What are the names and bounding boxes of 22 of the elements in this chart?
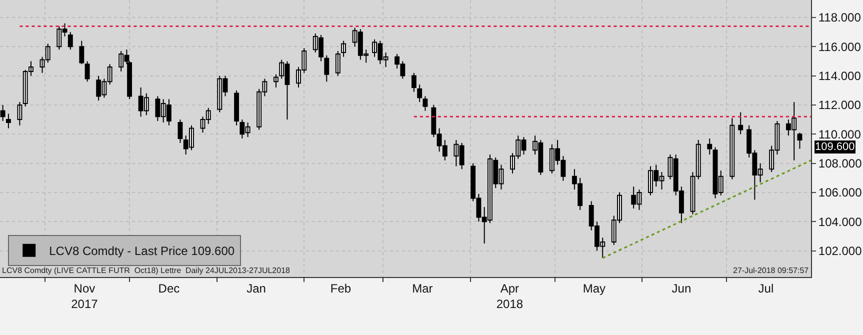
y-tick-label: 110.000 (818, 127, 862, 142)
annotation: 27-Jul-2018 09:57:57 (733, 266, 810, 275)
x-tick-label: Nov 2017 (71, 281, 98, 311)
x-tick-label: Feb (330, 281, 352, 296)
annotation: 109.600 (815, 141, 855, 153)
x-tick-label: Mar (412, 281, 433, 296)
legend-label: LCV8 Comdty - Last Price 109.600 (49, 244, 235, 258)
annotation: LCV8 Comdty (LIVE CATTLE FUTR Oct18) Lettre Daily 24JUL2013-27JUL2018 (2, 266, 291, 275)
y-tick-label: 118.000 (818, 10, 862, 25)
x-tick-label: Jan (246, 281, 266, 296)
x-tick-label: Jul (758, 281, 774, 296)
y-tick-label: 102.000 (818, 244, 862, 258)
x-tick-label: Dec (158, 281, 180, 296)
y-tick-label: 112.000 (818, 98, 862, 112)
y-tick-label: 114.000 (818, 69, 862, 84)
y-tick-label: 116.000 (818, 40, 862, 54)
x-tick-label: May (582, 281, 606, 296)
x-tick-label: Apr 2018 (496, 281, 524, 311)
y-tick-label: 108.000 (818, 156, 862, 170)
x-tick-label: Jun (672, 281, 692, 296)
y-tick-label: 104.000 (818, 214, 862, 229)
y-tick-label: 106.000 (818, 186, 862, 200)
